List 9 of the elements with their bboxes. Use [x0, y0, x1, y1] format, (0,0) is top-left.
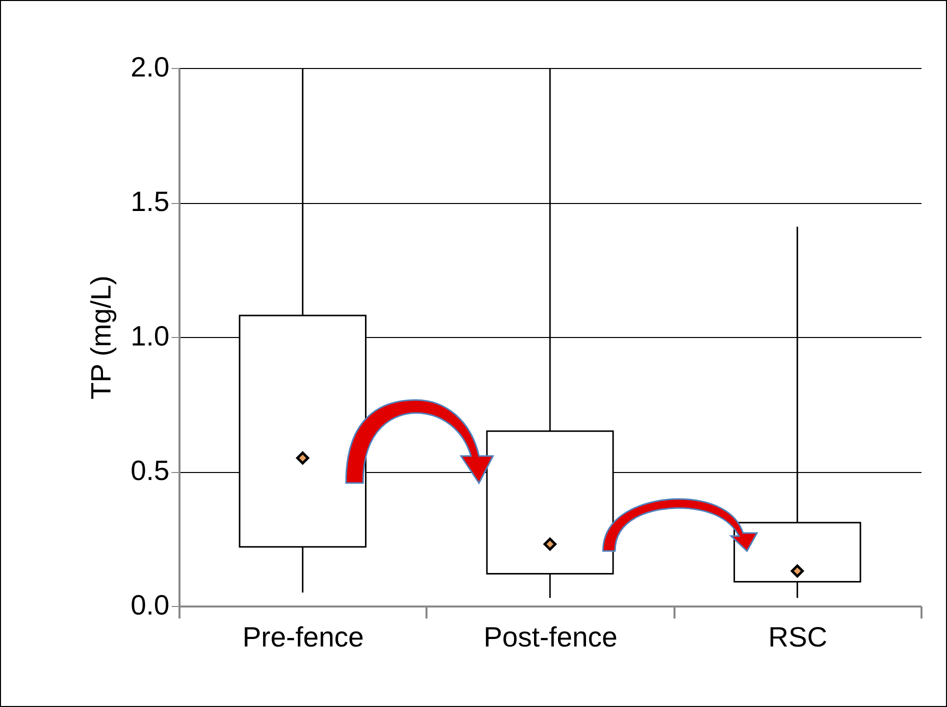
y-axis-title: TP (mg/L): [86, 276, 117, 400]
y-tick-label: 1.0: [130, 320, 170, 352]
y-tick-label: 2.0: [130, 52, 170, 82]
x-tick-label: Pre-fence: [242, 622, 364, 652]
y-tick-label: 0.0: [130, 590, 170, 620]
y-tick-label: 1.5: [130, 186, 170, 217]
x-tick-label: Post-fence: [484, 622, 618, 652]
x-tick-label: RSC: [768, 622, 828, 652]
y-tick-label: 0.5: [130, 455, 170, 486]
